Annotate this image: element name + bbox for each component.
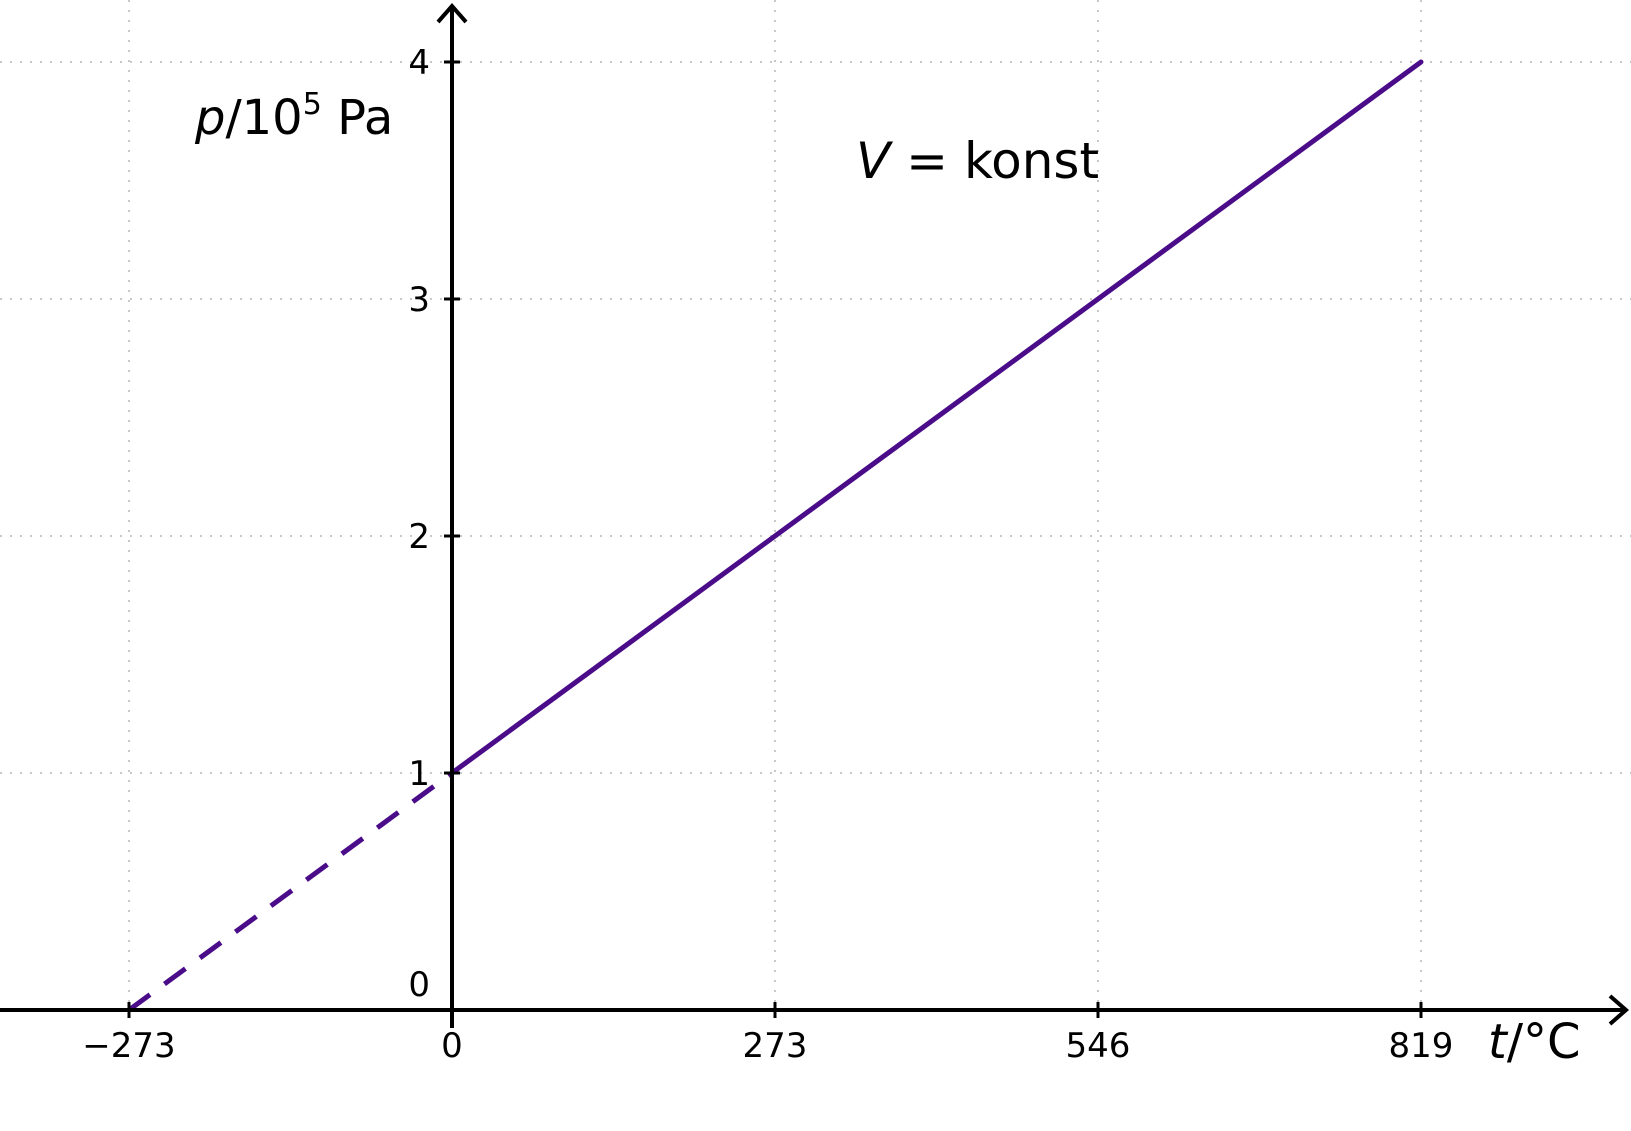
- y-tick-label: 2: [408, 517, 430, 557]
- annotation-text: konst: [964, 132, 1099, 190]
- annotation-operator: [890, 132, 906, 190]
- series-group: [127, 59, 1424, 1013]
- y-tick-label: 4: [408, 43, 430, 83]
- axes: [0, 2, 1630, 1028]
- series-line-dashed: [127, 770, 454, 1013]
- x-axis-arrow: [1608, 994, 1630, 1026]
- y-axis-title-slash: /: [225, 90, 242, 146]
- y-axis-arrow: [436, 2, 468, 24]
- y-axis-title: p/105 Pa: [194, 87, 393, 146]
- x-tick-label: 0: [441, 1026, 463, 1066]
- y-axis-title-base: 10: [242, 90, 303, 146]
- y-axis-title-exponent: 5: [303, 87, 322, 122]
- x-axis-title-variable: t: [1488, 1014, 1509, 1070]
- annotation-space: [948, 132, 964, 190]
- grid: [0, 0, 1631, 1010]
- x-axis-title: t/°C: [1488, 1014, 1581, 1070]
- series-line-solid: [449, 59, 1424, 776]
- y-tick-label: 3: [408, 280, 430, 320]
- y-tick-label: 1: [408, 754, 430, 794]
- x-axis-title-unit: °C: [1523, 1014, 1581, 1070]
- x-tick-label: 273: [743, 1026, 808, 1066]
- x-tick-label: −273: [82, 1026, 175, 1066]
- y-axis-title-variable: p: [194, 90, 225, 146]
- annotation-equals: =: [906, 132, 948, 190]
- y-tick-label: 0: [408, 965, 430, 1005]
- annotation-variable: V: [856, 132, 894, 190]
- y-axis-title-space: [322, 90, 337, 146]
- chart-annotation: V = konst: [856, 132, 1099, 190]
- x-tick-label: 819: [1389, 1026, 1454, 1066]
- x-tick-label: 546: [1066, 1026, 1131, 1066]
- y-axis-title-unit: Pa: [337, 90, 393, 146]
- ticks: −273 0 273 546 819 0 1 2 3 4: [82, 43, 1453, 1066]
- x-axis-title-slash: /: [1507, 1014, 1524, 1070]
